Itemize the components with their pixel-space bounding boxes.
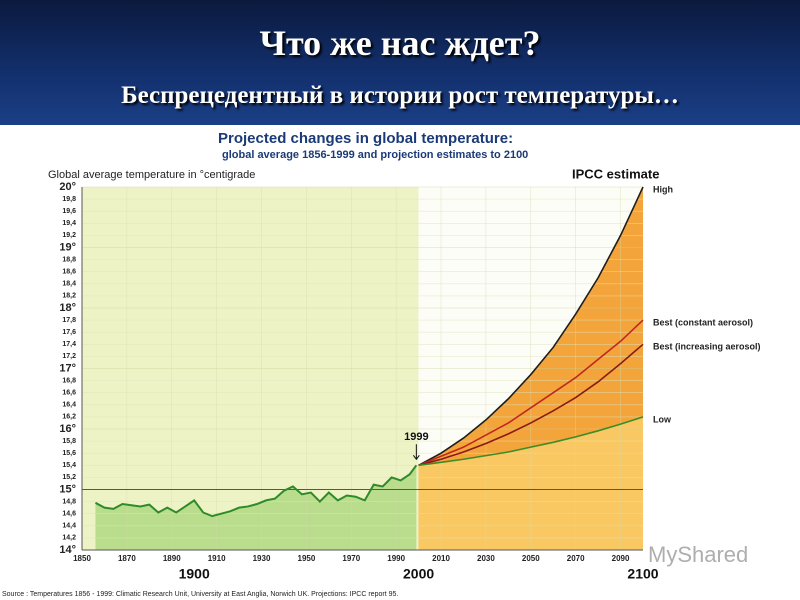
- x-tick-label: 1950: [298, 554, 316, 563]
- historical-area: [95, 465, 417, 550]
- y-tick-label: 15,6: [62, 450, 76, 457]
- y-tick-label: 14,2: [62, 535, 76, 542]
- historical-line: [94, 464, 418, 518]
- y-tick-label: 16°: [59, 423, 76, 435]
- y-tick-label: 17,6: [62, 329, 76, 336]
- projection-line: [418, 319, 644, 467]
- y-tick-label: 17,8: [62, 317, 76, 324]
- y-tick-label: 16,8: [62, 377, 76, 384]
- projection-line: [418, 186, 644, 467]
- y-tick-label: 18,8: [62, 256, 76, 263]
- century-label: 1900: [179, 566, 210, 582]
- y-tick-label: 14,6: [62, 511, 76, 518]
- x-tick-label: 1890: [163, 554, 181, 563]
- y-tick-label: 19°: [59, 241, 76, 253]
- slide-subtitle: Беспрецедентный в истории рост температу…: [121, 82, 679, 109]
- y-tick-label: 16,6: [62, 390, 76, 397]
- projection-line: [418, 416, 644, 467]
- annotation: 1999: [404, 431, 428, 443]
- y-tick-label: 14°: [59, 544, 76, 556]
- source-note: Source : Temperatures 1856 - 1999: Clima…: [2, 591, 398, 598]
- watermark: MyShared: [648, 542, 748, 567]
- y-tick-label: 17°: [59, 362, 76, 374]
- slide-title: Что же нас ждет?: [259, 23, 541, 63]
- y-axis-label: Global average temperature in °centigrad…: [48, 169, 255, 181]
- chart-subtitle: global average 1856-1999 and projection …: [222, 149, 528, 161]
- y-tick-label: 19,4: [62, 220, 76, 227]
- y-tick-label: 16,4: [62, 402, 76, 409]
- chart-title: Projected changes in global temperature:: [218, 130, 513, 147]
- x-tick-label: 2050: [522, 554, 540, 563]
- y-tick-label: 19,6: [62, 208, 76, 215]
- century-label: 2000: [403, 566, 434, 582]
- y-tick-label: 14,8: [62, 498, 76, 505]
- y-tick-label: 18°: [59, 302, 76, 314]
- century-label: 2100: [627, 566, 658, 582]
- x-tick-label: 2090: [612, 554, 630, 563]
- y-tick-label: 17,4: [62, 341, 76, 348]
- projection-line: [418, 343, 644, 467]
- x-tick-label: 1930: [253, 554, 271, 563]
- y-tick-label: 17,2: [62, 353, 76, 360]
- slide-header: Что же нас ждет? Беспрецедентный в истор…: [0, 0, 800, 125]
- x-tick-label: 1870: [118, 554, 136, 563]
- legend-label: High: [653, 184, 673, 194]
- x-tick-label: 1850: [73, 554, 91, 563]
- x-tick-label: 1910: [208, 554, 226, 563]
- legend-label: Best (constant aerosol): [653, 317, 753, 327]
- y-tick-label: 14,4: [62, 523, 76, 530]
- y-tick-label: 15,8: [62, 438, 76, 445]
- y-tick-label: 18,6: [62, 269, 76, 276]
- legend-label: Best (increasing aerosol): [653, 342, 761, 352]
- y-tick-label: 15,2: [62, 474, 76, 481]
- x-tick-label: 1970: [342, 554, 360, 563]
- x-tick-label: 2030: [477, 554, 495, 563]
- y-tick-label: 19,2: [62, 232, 76, 239]
- annotation-arrow: [412, 444, 420, 461]
- x-tick-label: 2010: [432, 554, 450, 563]
- legend-title: IPCC estimate: [572, 166, 659, 181]
- x-tick-label: 1990: [387, 554, 405, 563]
- y-tick-label: 19,8: [62, 196, 76, 203]
- y-tick-label: 15°: [59, 483, 76, 495]
- x-tick-label: 2070: [567, 554, 585, 563]
- y-tick-label: 18,2: [62, 293, 76, 300]
- y-tick-label: 16,2: [62, 414, 76, 421]
- y-tick-label: 18,4: [62, 281, 76, 288]
- y-tick-label: 20°: [59, 181, 76, 193]
- legend-label: Low: [653, 414, 672, 424]
- y-tick-label: 15,4: [62, 462, 76, 469]
